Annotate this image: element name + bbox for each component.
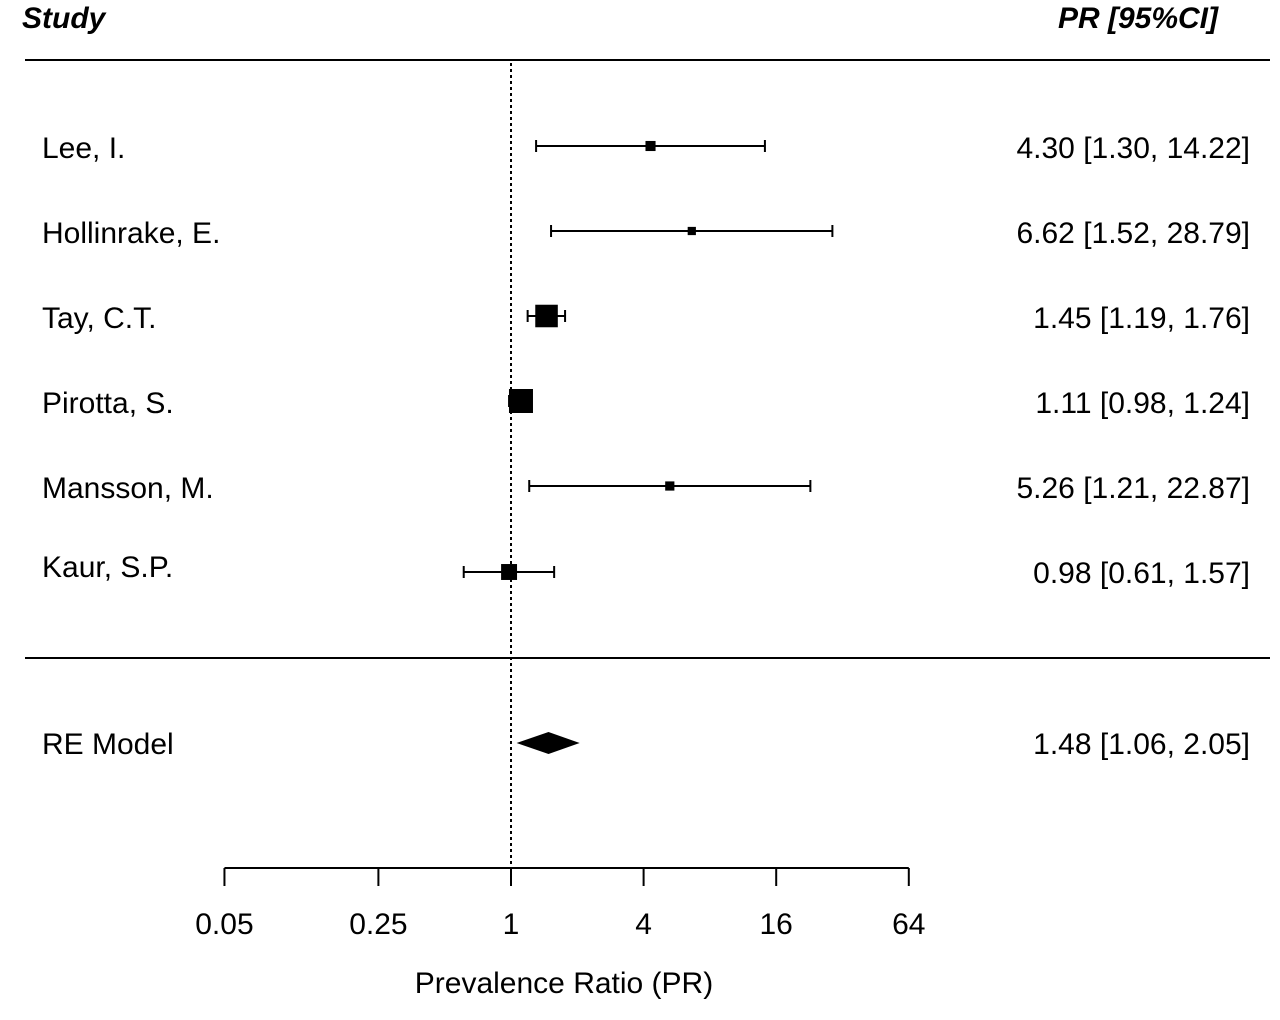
study-mark-group	[528, 480, 812, 492]
x-tick-label: 0.05	[195, 908, 253, 941]
study-name-label: Mansson, M.	[42, 472, 214, 505]
x-tick-label: 1	[503, 908, 520, 941]
summary-name-label: RE Model	[42, 728, 174, 761]
point-estimate-square	[508, 389, 533, 413]
study-name-label: Hollinrake, E.	[42, 217, 220, 250]
study-row: Kaur, S.P. 0.98 [0.61, 1.57]	[42, 551, 1250, 590]
study-row: Pirotta, S. 1.11 [0.98, 1.24]	[42, 387, 1250, 420]
point-estimate-square	[665, 481, 675, 491]
study-effect-text: 6.62 [1.52, 28.79]	[1016, 217, 1250, 250]
study-name-label: Tay, C.T.	[42, 302, 156, 335]
study-row: Hollinrake, E. 6.62 [1.52, 28.79]	[42, 217, 1250, 250]
x-axis-title: Prevalence Ratio (PR)	[415, 967, 713, 1000]
study-name-label: Pirotta, S.	[42, 387, 174, 420]
summary-effect-text: 1.48 [1.06, 2.05]	[1033, 728, 1250, 761]
study-name-label: Lee, I.	[42, 132, 125, 165]
x-tick-label: 64	[892, 908, 925, 941]
study-effect-text: 4.30 [1.30, 14.22]	[1016, 132, 1250, 165]
summary-diamond	[516, 732, 580, 754]
plot-marks	[462, 140, 834, 754]
study-name-label: Kaur, S.P.	[42, 551, 173, 584]
study-mark-group	[508, 389, 533, 413]
x-tick-label: 4	[635, 908, 652, 941]
study-effect-text: 0.98 [0.61, 1.57]	[1033, 557, 1250, 590]
study-rows: Lee, I. 4.30 [1.30, 14.22] Hollinrake, E…	[42, 132, 1250, 590]
study-mark-group	[535, 140, 766, 152]
study-effect-text: 5.26 [1.21, 22.87]	[1016, 472, 1250, 505]
study-column-header: Study	[22, 2, 107, 35]
x-axis-ticks: 0.05 0.25 1 4 16 64	[195, 868, 925, 941]
point-estimate-square	[501, 564, 518, 580]
study-row: Tay, C.T. 1.45 [1.19, 1.76]	[42, 302, 1250, 335]
point-estimate-square	[535, 304, 558, 328]
study-mark-group	[462, 564, 556, 580]
x-tick-label: 16	[760, 908, 793, 941]
effect-column-header: PR [95%CI]	[1058, 2, 1219, 35]
point-estimate-square	[687, 226, 696, 236]
point-estimate-square	[645, 140, 656, 152]
study-effect-text: 1.11 [0.98, 1.24]	[1035, 387, 1250, 420]
study-row: Lee, I. 4.30 [1.30, 14.22]	[42, 132, 1250, 165]
summary-row: RE Model 1.48 [1.06, 2.05]	[42, 728, 1250, 761]
study-mark-group	[526, 304, 567, 328]
x-axis: 0.05 0.25 1 4 16 64 Prevalence Ratio (PR)	[195, 867, 925, 1000]
study-row: Mansson, M. 5.26 [1.21, 22.87]	[42, 472, 1250, 505]
study-mark-group	[550, 225, 834, 237]
x-tick-label: 0.25	[349, 908, 407, 941]
study-effect-text: 1.45 [1.19, 1.76]	[1033, 302, 1250, 335]
